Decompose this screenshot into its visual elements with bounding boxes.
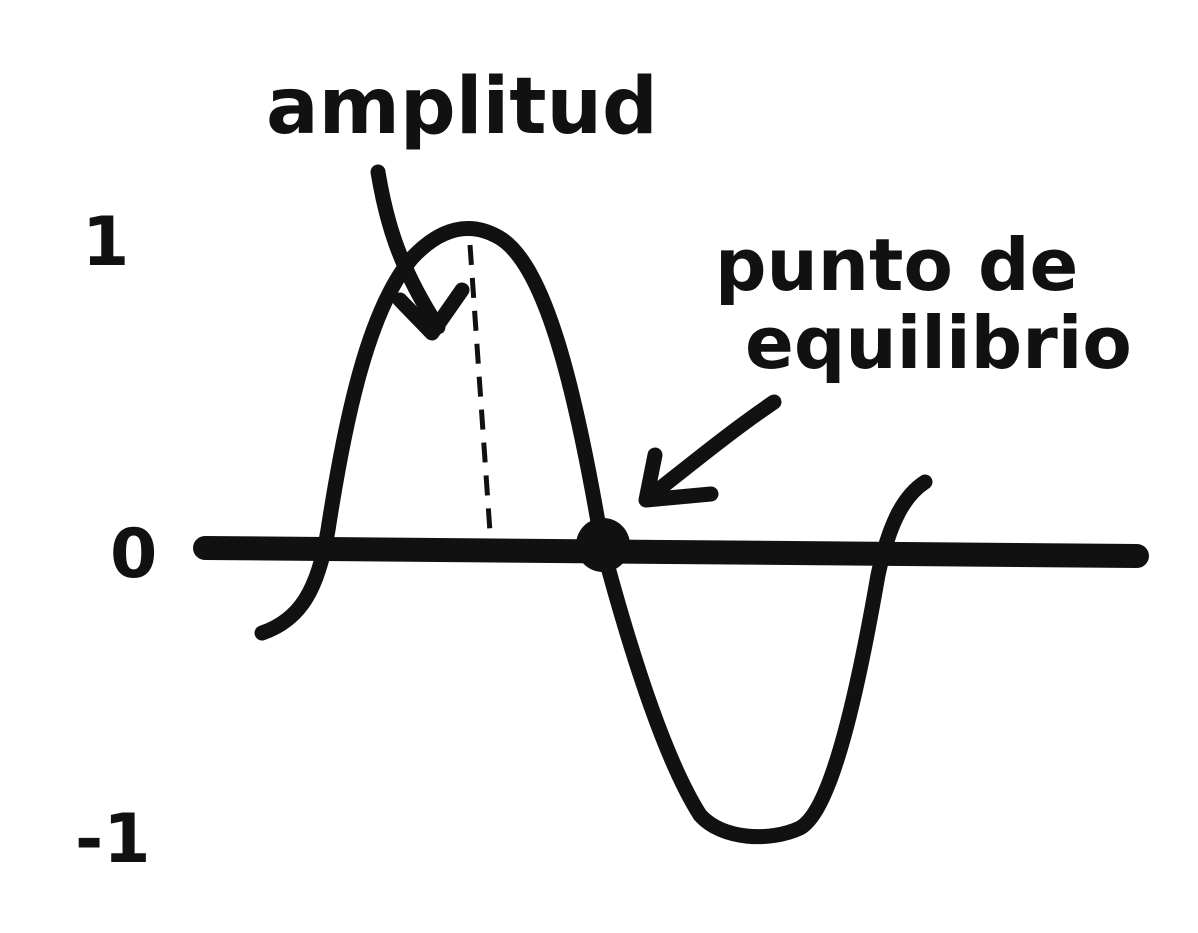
equilibrium-arrow-icon — [638, 394, 782, 508]
amplitude-arrow-icon — [370, 164, 470, 341]
amplitude-label: amplitud — [266, 62, 658, 152]
amplitude-dashed-line — [467, 244, 493, 533]
tick-label-minus-one: -1 — [75, 800, 151, 879]
equilibrium-label-line1: punto de — [715, 223, 1078, 307]
tick-label-one: 1 — [82, 203, 129, 282]
tick-label-zero: 0 — [110, 515, 157, 594]
equilibrium-point-marker — [576, 518, 630, 572]
zero-axis-line — [193, 536, 1149, 568]
equilibrium-label-line2: equilibrio — [745, 301, 1132, 385]
